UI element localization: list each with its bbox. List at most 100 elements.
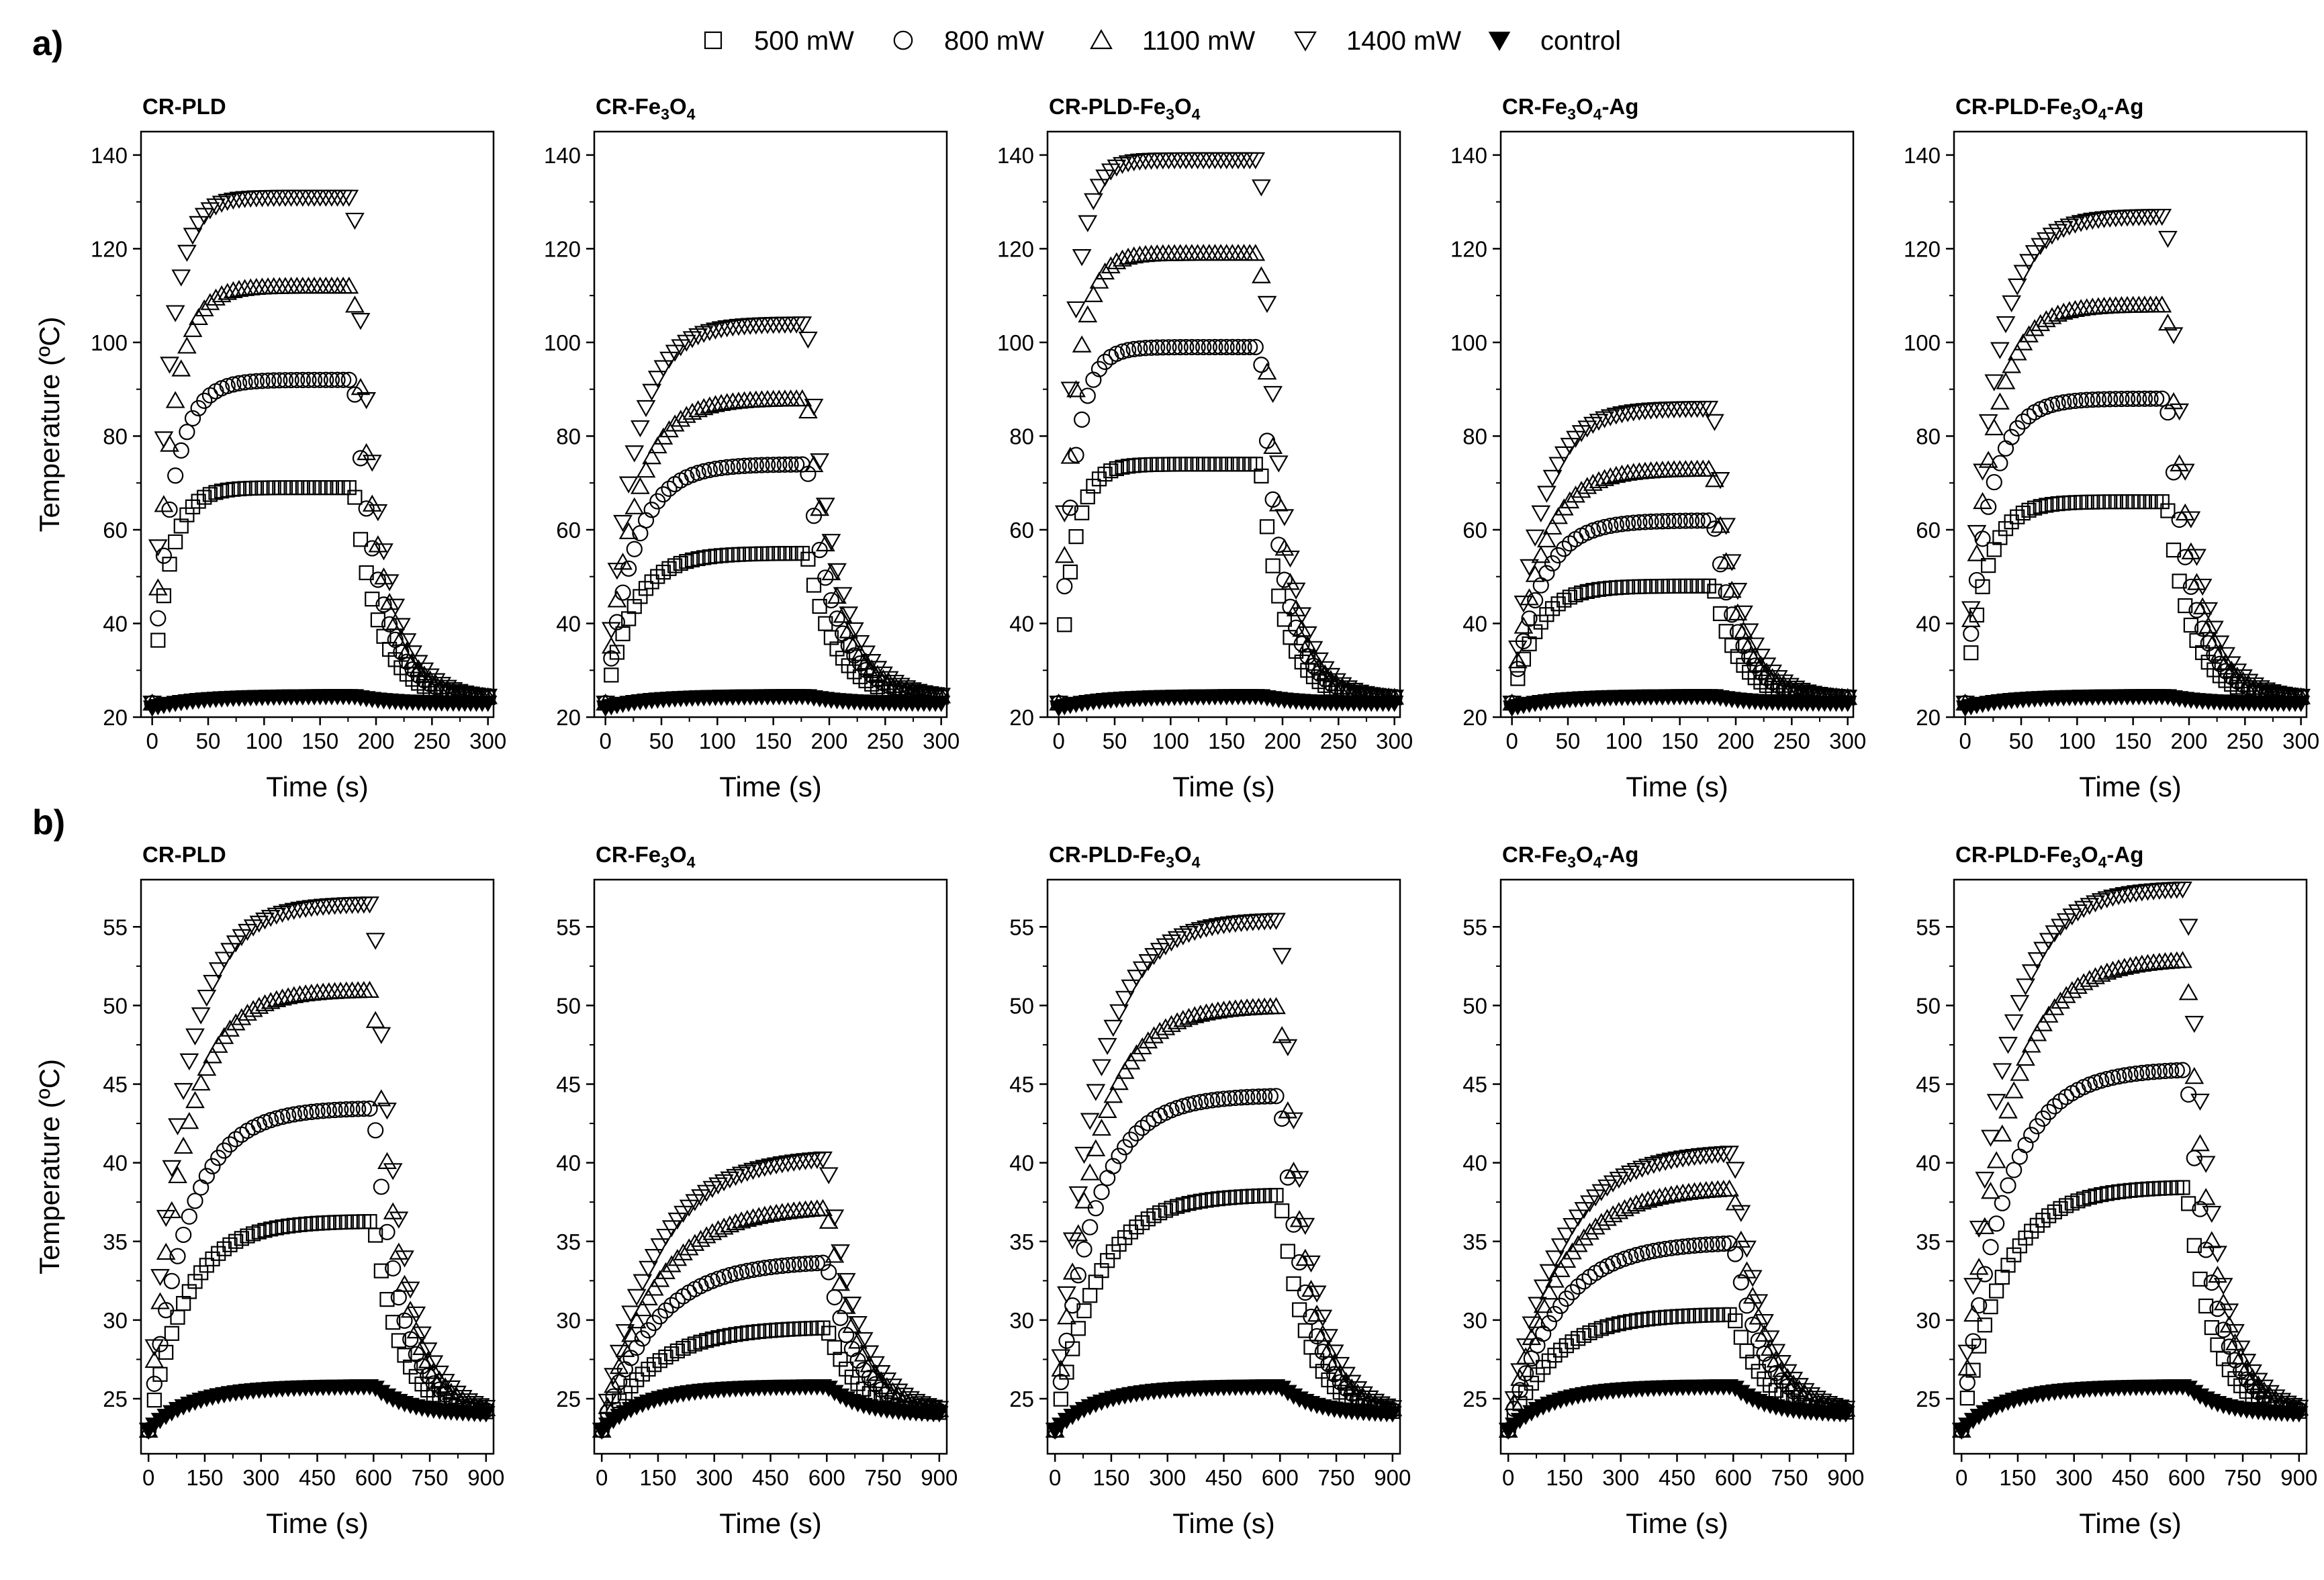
data-point (2196, 1188, 2216, 1205)
data-point (1105, 1244, 1121, 1260)
y-tick-label: 45 (556, 1072, 581, 1097)
data-point (1280, 1244, 1295, 1259)
data-point (700, 324, 720, 341)
x-tick-label: 450 (1659, 1465, 1695, 1490)
data-point (367, 1122, 384, 1139)
y-tick-label: 30 (1462, 1308, 1487, 1333)
data-point (406, 1306, 426, 1324)
data-point (1208, 1001, 1228, 1019)
data-point (1739, 623, 1759, 641)
x-tick-label: 100 (2059, 729, 2096, 753)
y-tick-label: 30 (103, 1308, 128, 1333)
data-point (1229, 338, 1247, 355)
data-point (220, 943, 240, 960)
data-point (2121, 886, 2140, 903)
x-tick-label: 900 (1827, 1465, 1864, 1490)
data-point (162, 1160, 182, 1178)
data-point (673, 555, 688, 571)
y-tick-label: 60 (1009, 518, 1034, 543)
data-point (2204, 1319, 2219, 1336)
data-point (1695, 512, 1712, 529)
data-point (2078, 391, 2095, 408)
data-point (1969, 1258, 1989, 1275)
data-points (1951, 881, 2309, 1440)
series-control (1952, 1379, 2309, 1440)
data-point (173, 518, 189, 534)
data-point (347, 490, 363, 505)
data-point (267, 990, 287, 1007)
data-point (831, 1274, 850, 1291)
y-tick-label: 80 (1916, 424, 1941, 449)
x-tick-label: 0 (1049, 1465, 1061, 1490)
data-point (361, 1100, 378, 1117)
data-point (813, 1151, 833, 1169)
data-point (273, 988, 292, 1006)
chart-a-2: CR-Fe3O4 0 50 100 150 200 250 300 20 40 60 80 100 120… (544, 94, 960, 802)
data-point (1548, 507, 1569, 524)
data-point (400, 1301, 420, 1318)
data-point (2216, 653, 2235, 670)
data-point (2202, 1205, 2222, 1223)
series-1400-mw (1955, 208, 2311, 713)
x-tick-label: 200 (357, 729, 394, 753)
data-point (765, 457, 782, 473)
x-tick-label: 600 (808, 1465, 845, 1490)
data-point (1086, 1084, 1106, 1101)
data-point (1268, 455, 1289, 473)
data-point (290, 985, 310, 1003)
data-point (2002, 356, 2022, 373)
data-point (1173, 1009, 1193, 1027)
data-point (183, 228, 203, 245)
data-point (1650, 1155, 1669, 1172)
data-point (742, 457, 759, 474)
data-point (1545, 1250, 1565, 1268)
chart-b-3: CR-PLD-Fe3O4 0 150 300 450 600 750 900 25 30 35 40 4… (1009, 842, 1411, 1539)
data-point (350, 1101, 367, 1117)
x-tick-label: 750 (2225, 1465, 2262, 1490)
data-point (1540, 1315, 1557, 1332)
x-tick-label: 250 (2227, 729, 2264, 753)
data-point (1272, 1026, 1292, 1043)
data-point (164, 1326, 179, 1341)
data-point (1699, 459, 1719, 477)
data-point (1520, 588, 1539, 606)
data-point (1973, 463, 1992, 481)
data-point (1628, 1313, 1644, 1328)
chart-b-4: CR-Fe3O4-Ag 0 150 300 450 600 750 900 25 30 35 40 45… (1462, 842, 1864, 1539)
data-point (2027, 1024, 2047, 1041)
data-point (1103, 463, 1119, 479)
data-point (197, 490, 212, 505)
data-point (197, 1058, 217, 1076)
y-tick-label: 40 (1916, 611, 1941, 636)
data-point (1201, 338, 1217, 356)
x-tick-label: 0 (142, 1465, 154, 1490)
data-point (2152, 295, 2172, 313)
data-point (751, 1260, 768, 1277)
data-point (303, 1103, 320, 1120)
legend-marker-triangle-down-filled (1488, 32, 1511, 51)
data-point (2071, 215, 2091, 232)
data-point (866, 1356, 885, 1374)
data-point (2114, 887, 2135, 904)
data-point (1792, 682, 1812, 700)
data-point (1632, 1160, 1652, 1178)
x-tick-label: 0 (599, 729, 611, 753)
data-point (1107, 159, 1127, 177)
data-point (1961, 610, 1981, 627)
data-point (2213, 1278, 2233, 1295)
data-point (2164, 327, 2184, 344)
data-point (1701, 578, 1716, 594)
y-tick-label: 80 (1462, 424, 1487, 449)
data-point (1574, 1228, 1594, 1246)
data-point (699, 1333, 714, 1348)
data-point (1977, 1317, 1992, 1333)
data-point (1131, 340, 1148, 357)
data-point (2198, 1298, 2214, 1314)
data-point (1721, 1235, 1738, 1252)
data-point (206, 198, 226, 216)
data-point (1737, 1240, 1757, 1258)
data-point (906, 1393, 926, 1411)
data-point (377, 1103, 397, 1120)
data-point (222, 1136, 238, 1153)
data-point (636, 460, 656, 478)
